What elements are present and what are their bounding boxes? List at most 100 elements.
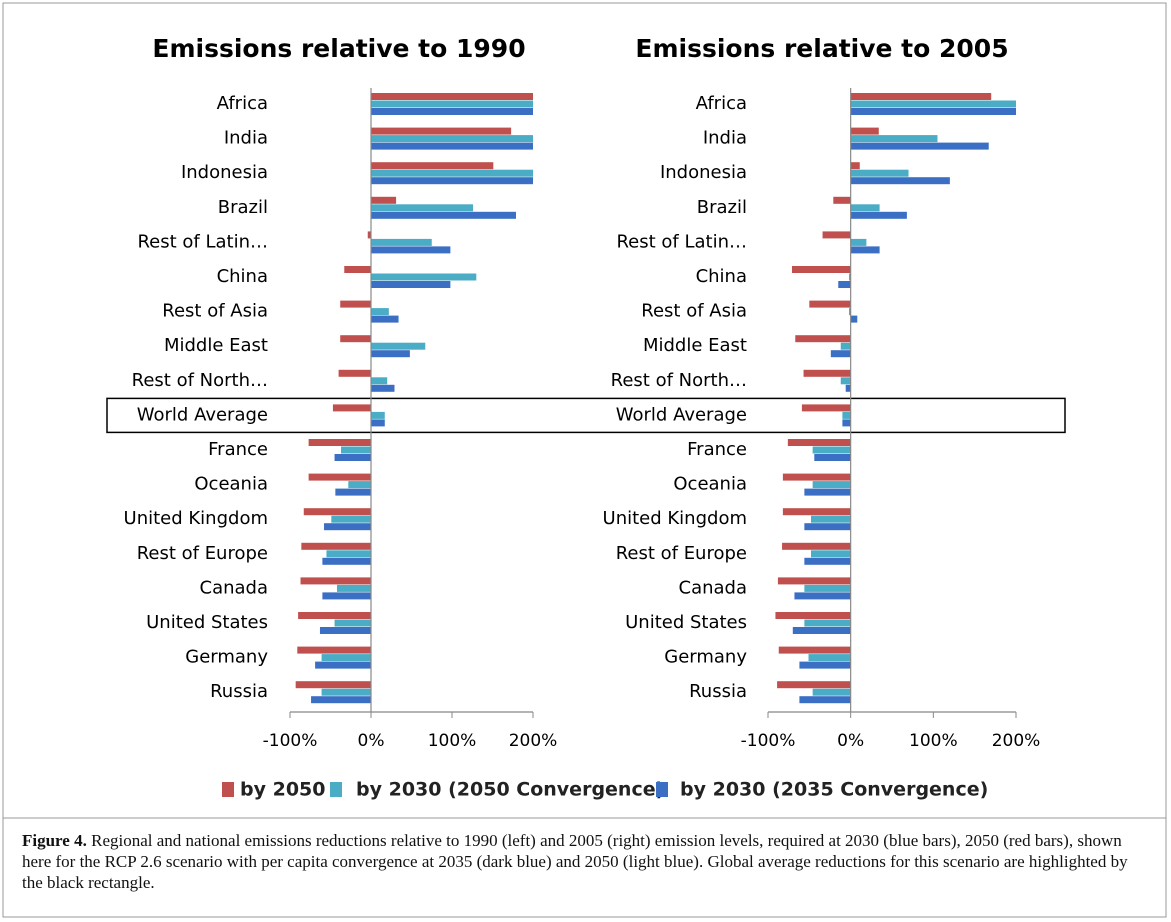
category-label: China	[217, 266, 268, 287]
x-tick-label: -100%	[263, 731, 318, 751]
bar	[371, 419, 385, 427]
bar	[842, 411, 851, 419]
bar	[371, 211, 516, 219]
category-label: Africa	[217, 93, 268, 114]
bar	[840, 377, 851, 385]
category-label: Rest of Latin…	[616, 231, 747, 252]
bar	[315, 661, 371, 669]
category-label: World Average	[616, 404, 747, 425]
bar	[850, 135, 938, 143]
bar	[341, 446, 371, 454]
bar	[850, 100, 1016, 108]
bar	[840, 342, 851, 350]
bar	[799, 696, 851, 704]
category-label: Brazil	[697, 197, 747, 218]
bar	[348, 481, 371, 489]
caption-label: Figure 4.	[22, 831, 87, 850]
bar	[833, 196, 851, 204]
bar	[297, 646, 371, 654]
bar	[371, 142, 533, 150]
bar	[321, 654, 371, 662]
x-tick-label: -100%	[741, 731, 796, 751]
bar	[777, 577, 851, 585]
bar	[804, 557, 851, 565]
category-label: France	[208, 439, 268, 460]
x-tick-label: 0%	[358, 731, 385, 751]
bar	[812, 481, 851, 489]
category-label: Middle East	[164, 335, 268, 356]
legend-swatch	[656, 782, 668, 797]
caption: Figure 4. Regional and national emission…	[22, 830, 1147, 893]
category-label: Indonesia	[181, 162, 268, 183]
bar	[812, 446, 851, 454]
bar	[845, 384, 851, 392]
category-label: United Kingdom	[603, 508, 747, 529]
category-label: Rest of Europe	[137, 543, 268, 564]
bar	[324, 523, 371, 531]
bar	[295, 681, 371, 689]
bar	[371, 100, 533, 108]
bar	[371, 246, 451, 254]
highlight-box	[106, 397, 1066, 434]
bar	[371, 342, 426, 350]
bar	[371, 238, 432, 246]
bar	[308, 439, 371, 446]
bar	[300, 577, 371, 585]
legend-label: by 2050	[240, 779, 325, 801]
bar	[371, 308, 389, 316]
bar	[850, 246, 880, 254]
legend-label: by 2030 (2050 Convergence)	[356, 779, 664, 801]
bar	[850, 315, 858, 323]
bar	[794, 592, 851, 600]
category-label: Rest of Latin…	[137, 231, 268, 252]
category-label: Germany	[664, 647, 747, 668]
bar	[321, 688, 371, 696]
category-label: United States	[625, 612, 747, 633]
bar	[830, 350, 851, 358]
caption-text: Regional and national emissions reductio…	[22, 831, 1128, 892]
legend-swatch	[222, 782, 234, 797]
bar	[803, 369, 851, 377]
bar	[298, 612, 371, 619]
bar	[371, 135, 533, 143]
bar	[334, 619, 371, 627]
bar	[371, 108, 533, 115]
bar	[331, 515, 371, 523]
bar	[340, 335, 371, 343]
bar	[367, 231, 371, 239]
category-label: France	[687, 439, 747, 460]
bar	[336, 584, 371, 592]
bar	[371, 127, 512, 135]
bar	[777, 681, 851, 689]
category-label: Rest of Asia	[641, 301, 747, 322]
category-label: Rest of Europe	[616, 543, 747, 564]
bar	[371, 204, 474, 212]
bar	[850, 93, 992, 100]
bar	[787, 439, 851, 446]
bar	[371, 281, 451, 288]
bar	[338, 369, 371, 377]
bar	[791, 266, 851, 273]
bar	[850, 127, 879, 135]
bar	[795, 335, 851, 343]
category-label: Russia	[210, 681, 268, 702]
category-label: Russia	[689, 681, 747, 702]
bar	[782, 473, 851, 481]
category-label: Germany	[185, 647, 268, 668]
bar	[371, 273, 477, 281]
bar	[850, 211, 907, 219]
category-label: World Average	[137, 404, 268, 425]
bar	[804, 488, 851, 496]
category-label: Brazil	[218, 197, 268, 218]
category-label: China	[696, 266, 747, 287]
bar	[838, 281, 851, 288]
bar	[850, 177, 950, 185]
chart-title: Emissions relative to 2005	[635, 34, 1008, 63]
legend-swatch	[330, 782, 342, 797]
x-tick-label: 100%	[909, 731, 958, 751]
bar	[850, 169, 909, 177]
chart-title: Emissions relative to 1990	[152, 34, 525, 63]
category-label: Rest of North…	[611, 370, 747, 391]
